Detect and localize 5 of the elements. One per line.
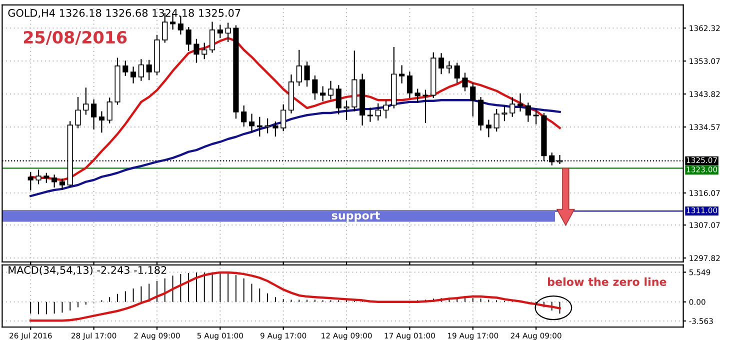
chart-title: GOLD,H4 1326.18 1326.68 1324.18 1325.07 (8, 9, 240, 18)
annotation: 25/08/2016 (24, 30, 127, 45)
band-label: support (332, 212, 380, 222)
annotation: below the zero line (548, 277, 666, 286)
chart-title: MACD(34,54,13) -2.243 -1.182 (8, 266, 166, 276)
